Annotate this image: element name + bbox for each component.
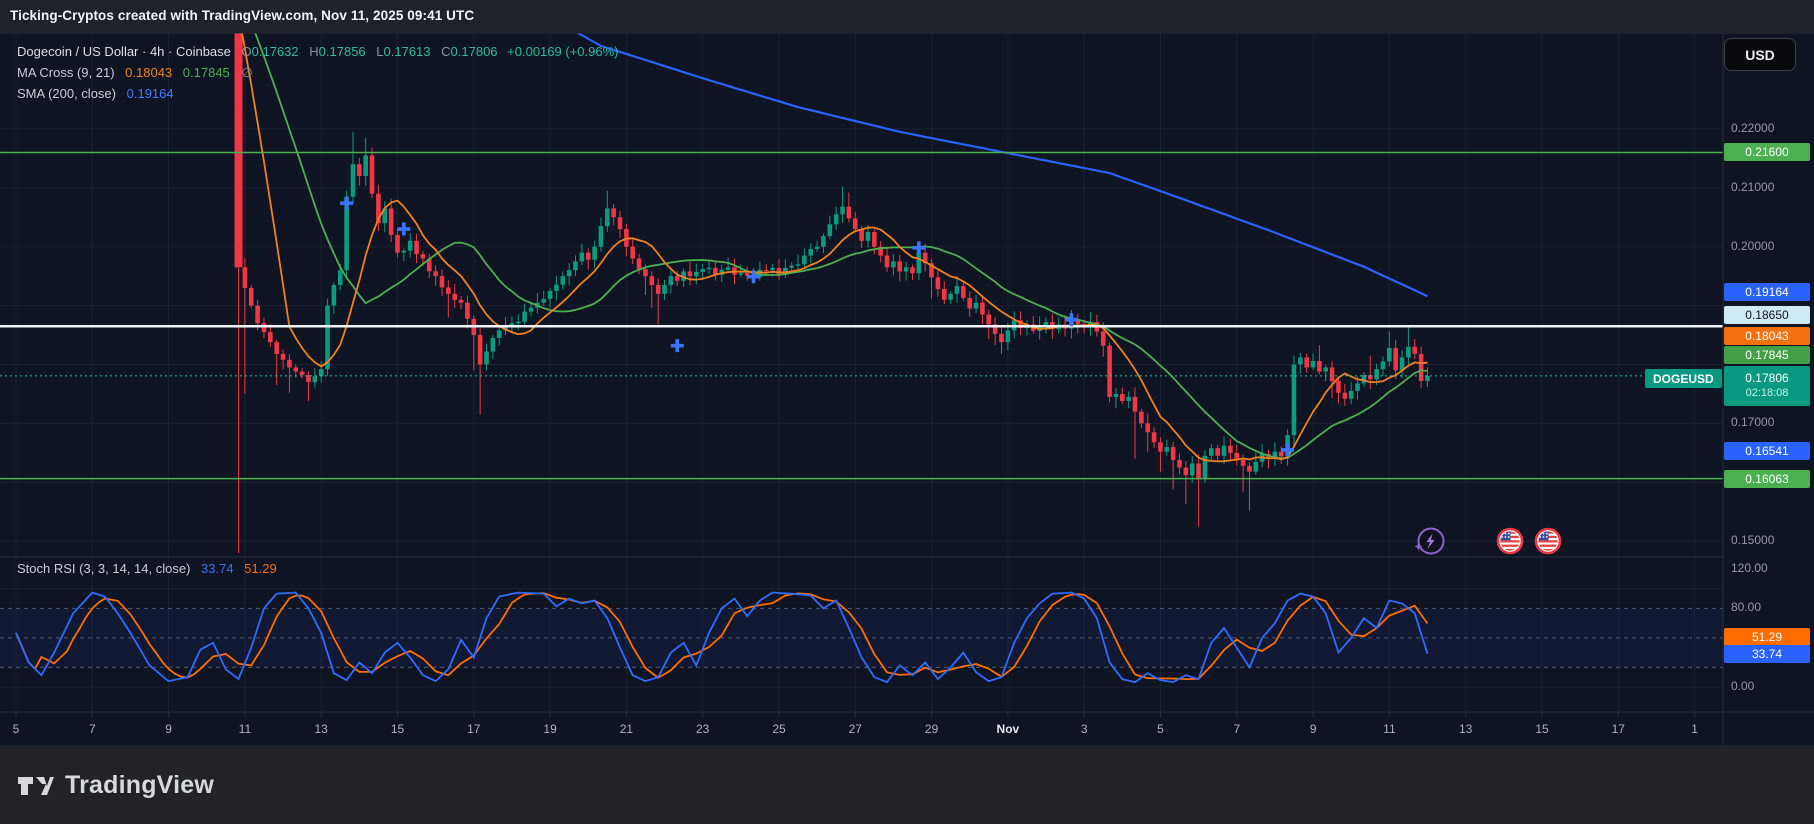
ma-cross-label[interactable]: MA Cross (9, 21) bbox=[17, 65, 115, 80]
time-axis-label: 29 bbox=[924, 722, 939, 736]
price-axis-badge: 51.29 bbox=[1724, 628, 1810, 646]
stoch-d-value: 51.29 bbox=[244, 561, 277, 576]
ma-9-line bbox=[241, 33, 1428, 463]
time-axis-label: 15 bbox=[390, 722, 405, 736]
symbol-legend-row: Dogecoin / US Dollar · 4h · Coinbase O0.… bbox=[17, 41, 618, 62]
attribution-text: Ticking-Cryptos created with TradingView… bbox=[10, 8, 475, 23]
time-axis-label: 23 bbox=[696, 722, 710, 736]
price-axis-label: 0.20000 bbox=[1731, 239, 1775, 253]
tradingview-logo-icon bbox=[18, 776, 54, 795]
time-axis-label: 17 bbox=[1611, 722, 1625, 736]
time-axis-label: 9 bbox=[1309, 722, 1317, 736]
ma-cross-legend-row: MA Cross (9, 21) 0.18043 0.17845 ∅ bbox=[17, 62, 618, 83]
ma-cross-marker-icon bbox=[397, 222, 411, 236]
stoch-k-line bbox=[15, 591, 1429, 684]
ma-slow-value: 0.17845 bbox=[182, 65, 230, 80]
time-axis-label: 3 bbox=[1080, 722, 1088, 736]
time-axis-label: 19 bbox=[543, 722, 557, 736]
time-axis-label: 25 bbox=[772, 722, 786, 736]
time-axis-label: 11 bbox=[1383, 722, 1396, 736]
symbol-price-label-badge: DOGEUSD bbox=[1645, 369, 1722, 388]
price-axis-badge: 0.16541 bbox=[1724, 442, 1810, 460]
ma-cross-marker-icon bbox=[1281, 443, 1295, 457]
symbol-title[interactable]: Dogecoin / US Dollar · 4h · Coinbase bbox=[17, 44, 231, 59]
stoch-rsi-label[interactable]: Stoch RSI (3, 3, 14, 14, close) bbox=[17, 561, 191, 576]
time-axis-label: 11 bbox=[238, 722, 252, 736]
time-axis-label: 13 bbox=[314, 722, 328, 736]
price-axis-label: 120.00 bbox=[1731, 561, 1768, 575]
change-value: +0.00169 (+0.96%) bbox=[507, 44, 619, 59]
price-axis-badge: 0.17845 bbox=[1724, 346, 1810, 364]
time-axis-label: 21 bbox=[619, 722, 634, 736]
sma-legend-row: SMA (200, close) 0.19164 bbox=[17, 83, 618, 104]
price-axis-badge: 0.21600 bbox=[1724, 143, 1810, 161]
time-axis-label: 15 bbox=[1535, 722, 1549, 736]
low-value: 0.17613 bbox=[383, 44, 431, 59]
time-axis-label: 27 bbox=[848, 722, 862, 736]
currency-toggle-button[interactable]: USD bbox=[1724, 38, 1796, 71]
tradingview-logo-text: TradingView bbox=[65, 771, 215, 799]
stoch-rsi-legend: Stoch RSI (3, 3, 14, 14, close) 33.74 51… bbox=[17, 561, 277, 576]
symbol-badge-text: DOGEUSD bbox=[1653, 371, 1714, 386]
price-axis-badge: 0.16063 bbox=[1724, 470, 1810, 488]
ma-fast-value: 0.18043 bbox=[125, 65, 173, 80]
sma-200-line bbox=[575, 33, 1428, 298]
price-axis-badge: 33.74 bbox=[1724, 645, 1810, 663]
price-axis-label: 0.17000 bbox=[1731, 415, 1775, 429]
low-label: L bbox=[376, 44, 384, 59]
ma-cross-marker-icon bbox=[747, 270, 761, 284]
price-axis-badge: 0.18650 bbox=[1724, 306, 1810, 324]
time-axis-label: 7 bbox=[1233, 722, 1241, 736]
ma-cross-marker-icon bbox=[1064, 313, 1078, 327]
price-axis-label: 0.15000 bbox=[1731, 533, 1775, 547]
time-axis-label: 5 bbox=[1157, 722, 1164, 736]
price-axis-label: 0.22000 bbox=[1731, 121, 1775, 135]
sma-value: 0.19164 bbox=[126, 86, 174, 101]
time-axis-label: 17 bbox=[467, 722, 481, 736]
price-axis-badge: 0.19164 bbox=[1724, 283, 1810, 301]
time-axis-label: 13 bbox=[1459, 722, 1473, 736]
price-axis-label: 0.00 bbox=[1731, 679, 1755, 693]
high-label: H bbox=[309, 44, 319, 59]
time-axis-label: 7 bbox=[88, 722, 96, 736]
open-label: O bbox=[241, 44, 252, 59]
close-label: C bbox=[441, 44, 451, 59]
stoch-pane-dot-grid bbox=[0, 558, 1723, 712]
price-axis-label: 0.21000 bbox=[1731, 180, 1775, 194]
high-value: 0.17856 bbox=[318, 44, 366, 59]
flash-event-icon[interactable] bbox=[1414, 527, 1445, 555]
time-axis-label: 9 bbox=[165, 722, 172, 736]
us-flag-event-icon[interactable] bbox=[1534, 527, 1562, 555]
ma-21-line bbox=[254, 33, 1428, 460]
price-axis-badge: 0.17806 02:18:08 bbox=[1724, 366, 1810, 406]
open-value: 0.17632 bbox=[251, 44, 299, 59]
time-axis-label: 5 bbox=[12, 722, 20, 736]
ma-cross-marker-icon bbox=[670, 339, 684, 353]
stoch-d-line bbox=[15, 592, 1429, 681]
sma-label[interactable]: SMA (200, close) bbox=[17, 86, 116, 101]
countdown-timer: 02:18:08 bbox=[1745, 387, 1789, 399]
close-value: 0.17806 bbox=[450, 44, 498, 59]
ma-cross-marker-value: ∅ bbox=[241, 65, 253, 80]
price-axis-label: 80.00 bbox=[1731, 600, 1762, 614]
attribution-bar: Ticking-Cryptos created with TradingView… bbox=[0, 0, 1814, 33]
main-chart-legend: Dogecoin / US Dollar · 4h · Coinbase O0.… bbox=[17, 41, 618, 104]
ma-cross-marker-icon bbox=[912, 241, 926, 255]
stoch-k-value: 33.74 bbox=[201, 561, 234, 576]
tradingview-logo[interactable]: TradingView bbox=[16, 771, 214, 800]
price-axis-badge: 0.18043 bbox=[1724, 327, 1810, 345]
time-axis-label: 1 bbox=[1691, 722, 1698, 736]
time-axis-label: Nov bbox=[996, 722, 1020, 736]
logo-bar: TradingView bbox=[0, 747, 1814, 824]
us-flag-event-icon[interactable] bbox=[1496, 527, 1524, 555]
ma-cross-marker-icon bbox=[340, 196, 354, 210]
